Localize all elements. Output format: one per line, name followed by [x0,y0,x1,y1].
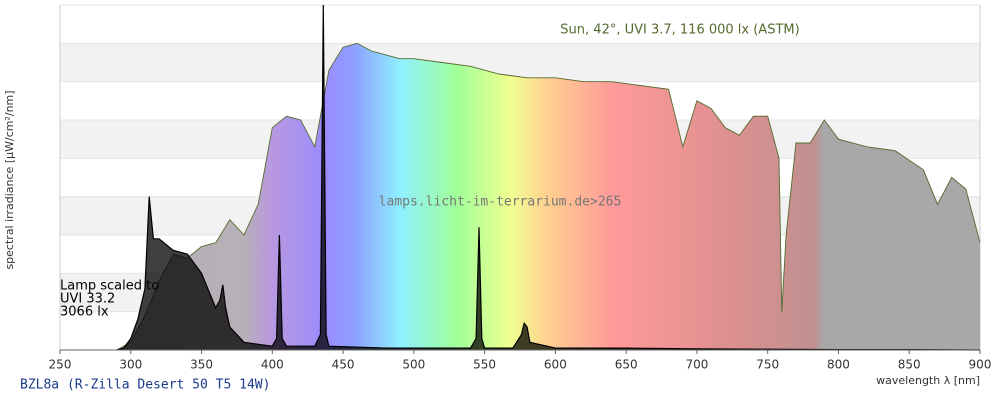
x-tick-label: 250 [49,358,72,372]
watermark: lamps.licht-im-terrarium.de>265 [379,195,622,210]
x-tick-label: 450 [332,358,355,372]
x-axis-label: wavelength λ [nm] [876,374,980,387]
x-tick-label: 700 [685,358,708,372]
x-tick-label: 850 [898,358,921,372]
lamp-note: UVI 33.2 [60,292,115,307]
x-tick-label: 650 [615,358,638,372]
x-tick-label: 800 [827,358,850,372]
x-tick-label: 350 [190,358,213,372]
lamp-label: Lamp scaled to [60,279,159,294]
y-axis-label: spectral irradiance [µW/cm²/nm] [3,90,16,269]
area-fill [116,5,981,350]
spectrum-line [116,42,981,351]
footer: BZL8a (R-Zilla Desert 50 T5 14W) [20,378,270,393]
sun-label: Sun, 42°, UVI 3.7, 116 000 lx (ASTM) [560,23,799,38]
x-tick-label: 400 [261,358,284,372]
x-tick-label: 500 [402,358,425,372]
x-tick-label: 750 [756,358,779,372]
plot [60,4,981,351]
x-tick-label: 900 [969,358,992,372]
area-fill [116,43,981,351]
x-tick-label: 300 [119,358,142,372]
x-tick-label: 550 [473,358,496,372]
x-tick-label: 600 [544,358,567,372]
spectrum-line [116,4,981,351]
band [60,43,980,82]
lamp-note: 3066 lx [60,305,109,320]
